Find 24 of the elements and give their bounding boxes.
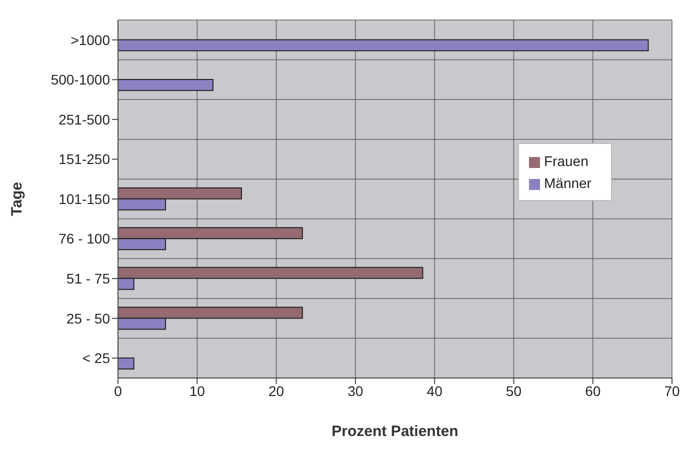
legend-label: Männer — [544, 175, 592, 191]
y-tick-label: 500-1000 — [50, 72, 110, 88]
x-tick-label: 50 — [506, 382, 522, 399]
bar — [118, 39, 649, 52]
y-tick-label: 101-150 — [58, 190, 110, 207]
y-tick-label: 151-250 — [58, 151, 110, 168]
x-tick-label: 60 — [585, 382, 601, 399]
y-tick-label: 76 - 100 — [58, 230, 110, 247]
y-tick-label: 251-500 — [58, 111, 110, 128]
x-axis-title: Prozent Patienten — [332, 423, 458, 440]
y-tick-label: 25 - 50 — [66, 310, 110, 326]
y-axis-title: Tage — [8, 182, 26, 216]
x-tick-label: 0 — [114, 382, 122, 399]
x-tick-label: 70 — [664, 382, 680, 399]
x-tick-label: 30 — [348, 382, 364, 399]
legend-label: Frauen — [544, 153, 588, 169]
bar — [118, 79, 214, 92]
bar — [118, 357, 134, 370]
y-tick-label: 51 - 75 — [66, 270, 110, 287]
y-tick-label: < 25 — [82, 350, 110, 366]
x-tick-label: 40 — [426, 382, 443, 399]
x-tick-label: 20 — [268, 382, 284, 399]
y-tick-label: >1000 — [70, 32, 110, 48]
x-tick-label: 10 — [189, 382, 206, 399]
